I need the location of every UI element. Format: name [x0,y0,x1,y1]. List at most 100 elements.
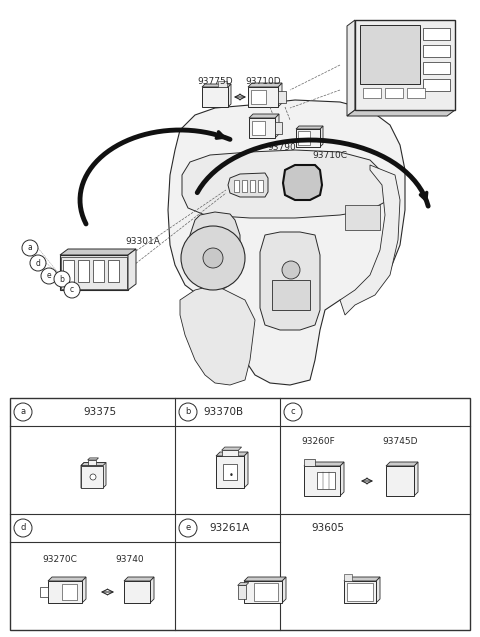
Polygon shape [168,100,405,385]
Text: b: b [185,408,191,417]
Bar [275,122,281,134]
Polygon shape [190,212,240,290]
Text: 93710C: 93710C [312,150,347,159]
Polygon shape [304,462,344,466]
Polygon shape [128,249,136,290]
Polygon shape [150,577,154,603]
Bar [385,87,403,97]
Text: 93260F: 93260F [301,436,335,445]
Bar [345,205,380,230]
Polygon shape [180,285,255,385]
Circle shape [90,474,96,480]
Bar [423,79,450,91]
Bar [48,581,82,603]
Bar [423,62,450,74]
Polygon shape [278,83,282,107]
Bar [63,260,74,282]
Polygon shape [244,452,248,488]
Circle shape [179,519,197,537]
Polygon shape [355,20,455,110]
Circle shape [282,261,300,279]
Bar [272,280,310,310]
Bar [423,28,450,40]
Polygon shape [249,114,279,118]
Bar [108,260,119,282]
Bar [347,583,373,601]
Polygon shape [347,110,455,116]
Polygon shape [340,462,344,496]
Text: 93261A: 93261A [210,523,250,533]
Bar [299,131,311,145]
Circle shape [30,255,46,271]
Polygon shape [81,462,106,466]
Bar [87,460,96,465]
Bar [423,45,450,57]
Text: 93745D: 93745D [382,436,418,445]
Polygon shape [87,458,98,460]
Polygon shape [238,583,249,585]
Bar [242,180,247,192]
Bar [216,456,244,488]
Polygon shape [216,452,248,456]
Polygon shape [222,447,241,450]
Circle shape [22,240,38,256]
Polygon shape [296,126,323,129]
Bar [93,260,104,282]
Bar [249,118,275,138]
Polygon shape [228,84,231,107]
Polygon shape [340,165,400,315]
Polygon shape [282,577,286,603]
Polygon shape [283,165,322,200]
Bar [363,87,381,97]
Polygon shape [124,577,154,581]
Text: a: a [28,243,32,252]
Polygon shape [260,232,320,330]
Text: b: b [60,275,64,283]
Bar [238,585,246,599]
Bar [61,257,127,289]
Bar [234,180,239,192]
Bar [252,121,264,135]
Text: d: d [20,524,26,533]
Bar [217,81,227,87]
Bar [248,87,278,107]
Polygon shape [202,84,231,87]
Bar [222,450,239,456]
Circle shape [14,403,32,421]
Text: a: a [21,408,25,417]
Polygon shape [414,462,418,496]
Polygon shape [60,255,128,290]
Text: •: • [228,471,233,480]
Bar [223,464,237,480]
Polygon shape [344,577,380,581]
Polygon shape [347,20,355,116]
Polygon shape [244,577,286,581]
Text: d: d [36,259,40,268]
Bar [278,91,286,103]
Text: e: e [185,524,191,533]
Text: c: c [291,408,295,417]
Bar [407,87,425,97]
Bar [81,466,103,488]
Bar [251,90,266,104]
Text: 93270C: 93270C [42,555,77,564]
Bar [304,466,340,496]
Bar [10,398,470,630]
Text: c: c [70,285,74,294]
Text: 93301A: 93301A [126,238,160,247]
Bar [253,583,278,601]
Circle shape [179,403,197,421]
Polygon shape [182,150,390,218]
Text: 93740: 93740 [115,555,144,564]
Bar [244,581,282,603]
Circle shape [284,403,302,421]
Bar [258,180,263,192]
Bar [124,581,150,603]
Text: e: e [47,271,51,280]
Text: 93710D: 93710D [245,78,281,87]
Circle shape [41,268,57,284]
Circle shape [14,519,32,537]
Bar [61,584,77,599]
Circle shape [181,226,245,290]
Bar [344,575,352,581]
